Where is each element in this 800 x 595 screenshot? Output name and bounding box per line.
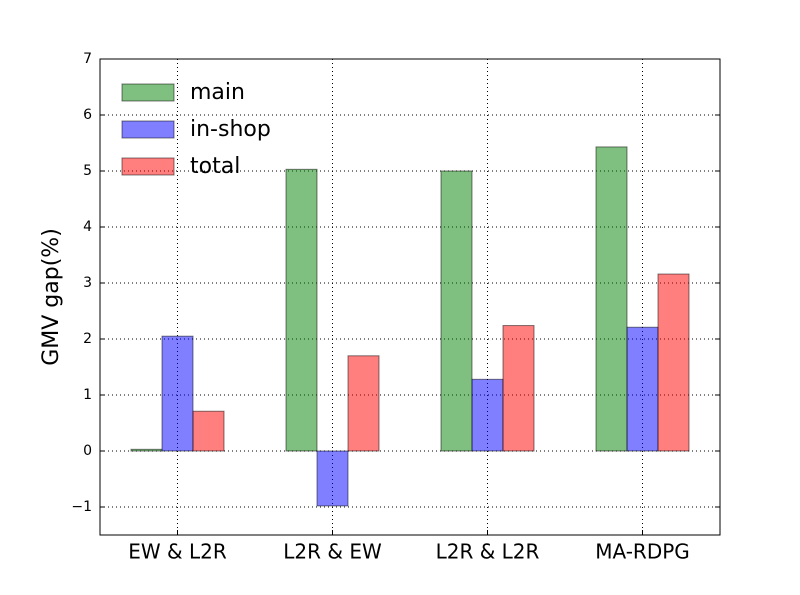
bar <box>130 448 163 452</box>
bar <box>316 450 349 507</box>
bar <box>161 335 194 452</box>
bar <box>347 355 380 452</box>
y-axis-label: GMV gap(%) <box>39 228 64 366</box>
x-tick-label: L2R & EW <box>283 540 382 564</box>
plot-frame <box>99 58 721 536</box>
bar <box>471 378 504 452</box>
x-tick-label: EW & L2R <box>128 540 227 564</box>
bar <box>192 410 225 452</box>
bar <box>502 325 535 452</box>
legend-swatch <box>121 157 175 176</box>
y-tick-label: 2 <box>83 331 92 347</box>
legend-label: main <box>190 80 245 105</box>
bar <box>626 326 659 452</box>
bar <box>285 168 318 452</box>
legend-label: in-shop <box>190 117 271 142</box>
x-tick-label: L2R & L2R <box>436 540 540 564</box>
bar <box>657 273 690 452</box>
y-tick-label: 7 <box>83 51 92 67</box>
x-tick-label: MA-RDPG <box>595 540 690 564</box>
y-tick-label: 6 <box>83 107 92 123</box>
bar <box>595 146 628 452</box>
y-tick-label: 3 <box>83 275 92 291</box>
legend-swatch <box>121 83 175 102</box>
y-tick-label: 4 <box>83 219 92 235</box>
y-tick-label: −1 <box>71 499 92 515</box>
y-tick-label: 0 <box>83 443 92 459</box>
y-tick-label: 5 <box>83 163 92 179</box>
y-tick-label: 1 <box>83 387 92 403</box>
legend-label: total <box>190 154 240 179</box>
legend-swatch <box>121 120 175 139</box>
bar <box>440 170 473 452</box>
